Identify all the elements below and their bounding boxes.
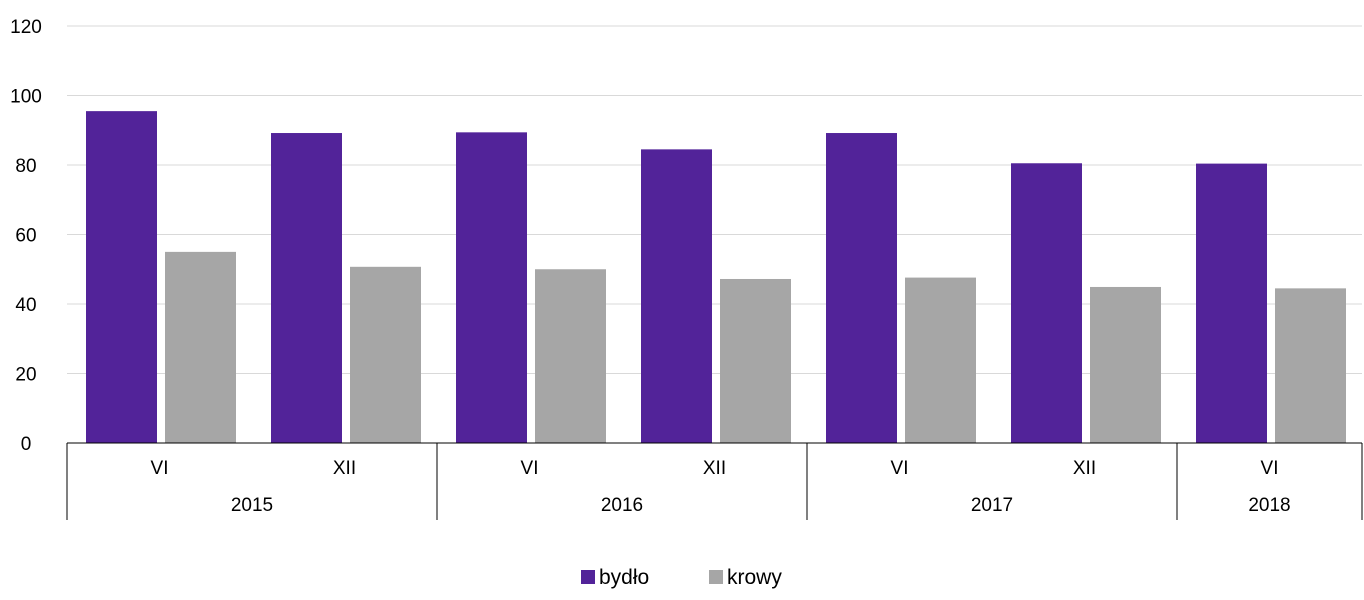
bar-krowy-2 bbox=[535, 269, 606, 443]
bar-bydło-1 bbox=[271, 133, 342, 443]
x-category-label: XII bbox=[1073, 458, 1096, 479]
x-category-label: VI bbox=[521, 458, 539, 479]
legend-swatch-bydło bbox=[581, 570, 595, 584]
x-category-label: VI bbox=[1261, 458, 1279, 479]
legend-label: bydło bbox=[599, 566, 649, 589]
y-tick-label: 120 bbox=[10, 17, 42, 38]
bar-bydło-5 bbox=[1011, 163, 1082, 443]
legend-label: krowy bbox=[727, 566, 782, 589]
y-tick-label: 80 bbox=[15, 156, 36, 177]
x-group-label: 2017 bbox=[971, 495, 1013, 516]
bar-bydło-4 bbox=[826, 133, 897, 443]
x-group-label: 2016 bbox=[601, 495, 643, 516]
y-tick-label: 100 bbox=[10, 87, 42, 108]
x-category-label: XII bbox=[703, 458, 726, 479]
legend-swatch-krowy bbox=[709, 570, 723, 584]
bar-bydło-6 bbox=[1196, 163, 1267, 444]
x-group-label: 2015 bbox=[231, 495, 273, 516]
bar-bydło-2 bbox=[456, 132, 527, 443]
bar-krowy-0 bbox=[165, 251, 236, 443]
x-category-label: XII bbox=[333, 458, 356, 479]
bar-krowy-5 bbox=[1090, 286, 1161, 443]
bar-krowy-4 bbox=[905, 277, 976, 443]
x-group-label: 2018 bbox=[1248, 495, 1290, 516]
x-category-label: VI bbox=[891, 458, 909, 479]
bar-krowy-3 bbox=[720, 278, 791, 443]
bar-bydło-3 bbox=[641, 149, 712, 444]
y-tick-label: 40 bbox=[15, 295, 36, 316]
y-tick-label: 60 bbox=[15, 226, 36, 247]
bar-krowy-1 bbox=[350, 266, 421, 443]
x-category-label: VI bbox=[151, 458, 169, 479]
bar-krowy-6 bbox=[1275, 288, 1346, 443]
y-tick-label: 0 bbox=[21, 434, 32, 455]
bar-bydło-0 bbox=[86, 111, 157, 443]
y-tick-label: 20 bbox=[15, 365, 36, 386]
